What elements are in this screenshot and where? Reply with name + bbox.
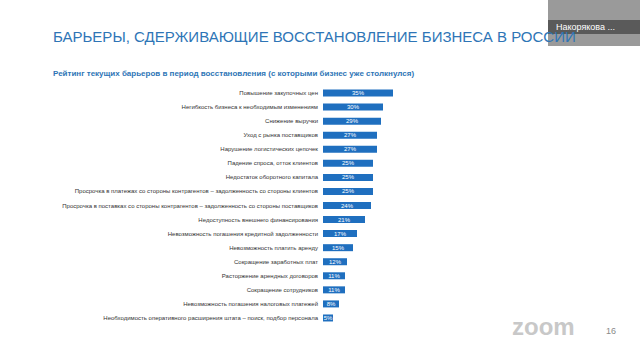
svg-text:21%: 21% (338, 217, 351, 223)
svg-text:25%: 25% (342, 188, 355, 194)
svg-text:БАРЬЕРЫ, СДЕРЖИВАЮЩИЕ ВОССТАНО: БАРЬЕРЫ, СДЕРЖИВАЮЩИЕ ВОССТАНОВЛЕНИЕ БИЗ… (53, 28, 576, 45)
svg-text:17%: 17% (334, 231, 347, 237)
svg-text:Невозможность погашения кредит: Невозможность погашения кредитной задолж… (168, 231, 318, 237)
svg-text:Повышение закупочных цен: Повышение закупочных цен (239, 90, 318, 96)
svg-text:Рейтинг текущих барьеров в пер: Рейтинг текущих барьеров в период восста… (53, 69, 414, 78)
svg-text:27%: 27% (344, 132, 357, 138)
svg-text:Падение спроса, отток клиентов: Падение спроса, отток клиентов (228, 160, 318, 166)
svg-text:Сокращение сотрудников: Сокращение сотрудников (247, 287, 318, 293)
svg-text:Необходимость оперативного рас: Необходимость оперативного расширения шт… (103, 315, 318, 321)
svg-text:Негибкость бизнеса к необходим: Негибкость бизнеса к необходимым изменен… (182, 104, 318, 110)
svg-text:35%: 35% (352, 90, 365, 96)
svg-text:Сокращение заработных плат: Сокращение заработных плат (234, 259, 318, 265)
svg-text:Накорякова ...: Накорякова ... (556, 21, 616, 32)
svg-text:27%: 27% (344, 146, 357, 152)
svg-text:24%: 24% (341, 203, 354, 209)
svg-text:25%: 25% (342, 160, 355, 166)
svg-text:8%: 8% (327, 301, 336, 307)
svg-text:5%: 5% (324, 315, 333, 321)
svg-text:Невозможность платить аренду: Невозможность платить аренду (229, 245, 318, 251)
svg-text:30%: 30% (347, 104, 360, 110)
svg-text:12%: 12% (329, 259, 342, 265)
svg-text:11%: 11% (328, 287, 340, 293)
svg-text:Просрочка в поставках со сторо: Просрочка в поставках со стороны контраг… (62, 203, 318, 209)
svg-text:Недостаток оборотного капитала: Недостаток оборотного капитала (226, 174, 319, 180)
svg-text:16: 16 (606, 326, 616, 336)
svg-text:Расторжение арендных договоров: Расторжение арендных договоров (222, 273, 318, 279)
svg-text:Просрочка в платежах со сторон: Просрочка в платежах со стороны контраге… (75, 188, 318, 194)
svg-text:15%: 15% (332, 245, 345, 251)
svg-text:Снижение выручки: Снижение выручки (265, 118, 318, 124)
svg-text:29%: 29% (346, 118, 359, 124)
svg-text:Уход с рынка поставщиков: Уход с рынка поставщиков (243, 132, 318, 138)
svg-text:Нарушение логистических цепоче: Нарушение логистических цепочек (220, 146, 318, 152)
svg-text:zoom: zoom (512, 313, 575, 340)
svg-text:11%: 11% (328, 273, 340, 279)
svg-text:25%: 25% (342, 174, 355, 180)
svg-text:Невозможность погашения налого: Невозможность погашения налоговых платеж… (183, 301, 318, 307)
svg-text:Недоступность внешнего финанси: Недоступность внешнего финансирования (198, 217, 318, 223)
